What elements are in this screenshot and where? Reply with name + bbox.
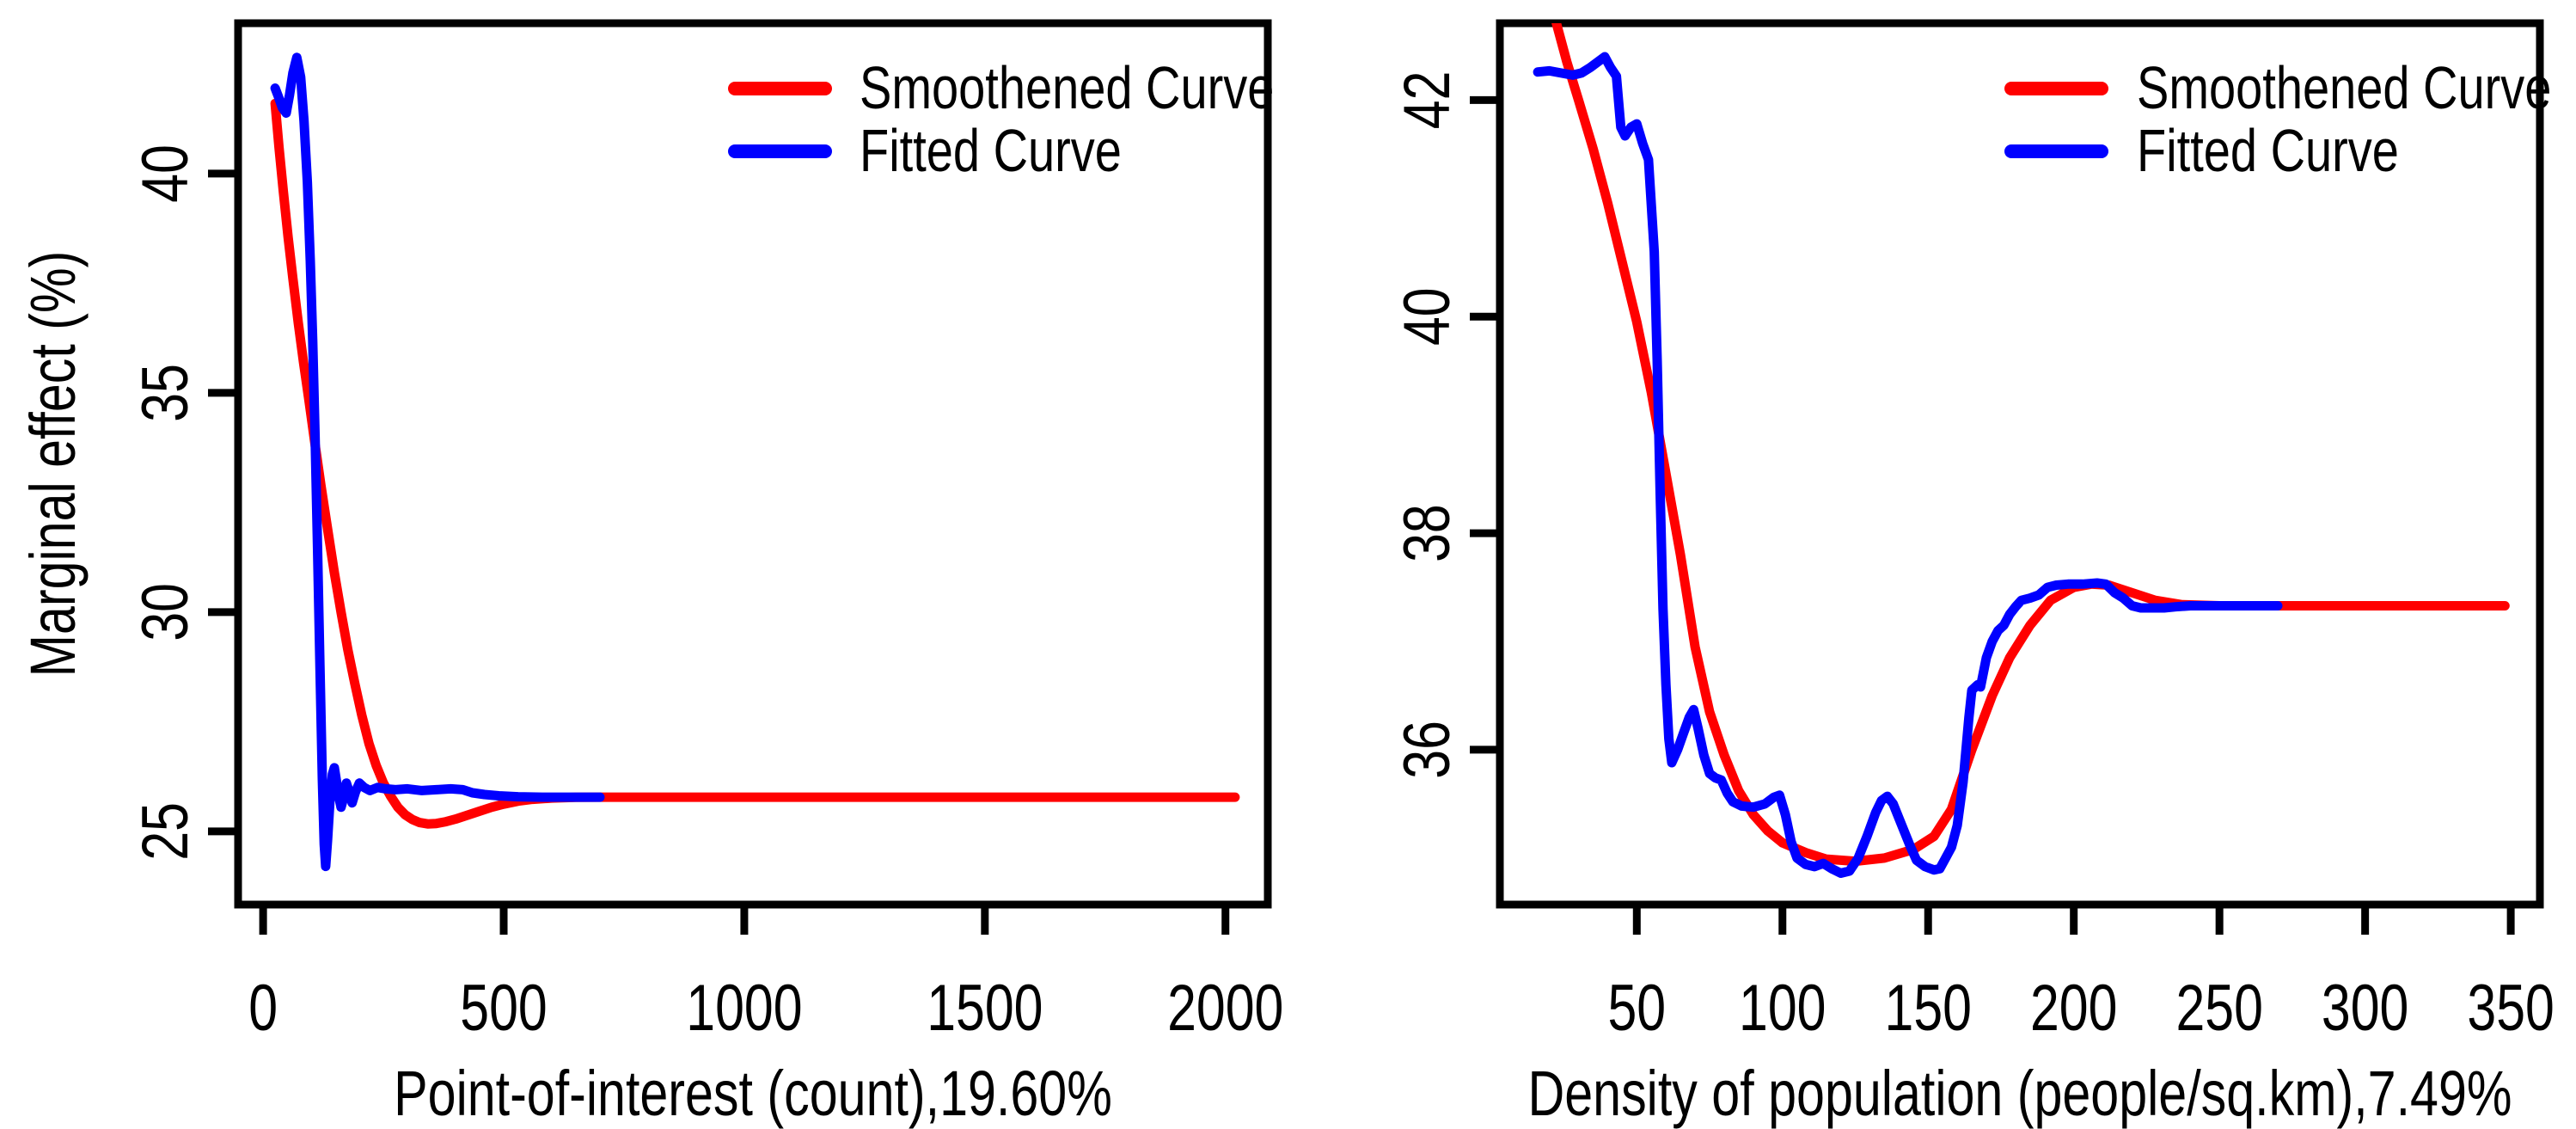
- legend-label-fitted: Fitted Curve: [2137, 118, 2399, 184]
- y-tick-label: 40: [1390, 287, 1463, 346]
- y-tick-label: 36: [1390, 721, 1463, 779]
- series-group: [1533, 23, 2510, 878]
- y-tick-label: 40: [128, 144, 201, 203]
- y-tick-label: 35: [128, 364, 201, 422]
- y-tick-label: 30: [128, 583, 201, 641]
- x-tick-label: 350: [2467, 971, 2554, 1044]
- plot-box: [1496, 19, 2544, 909]
- legend-label-smoothened: Smoothened Curve: [2137, 55, 2551, 121]
- plot-box: [234, 19, 1272, 909]
- x-axis-title: Density of population (people/sq.km),7.4…: [1527, 1058, 2512, 1129]
- x-tick-label: 1500: [927, 971, 1043, 1044]
- legend-label-smoothened: Smoothened Curve: [860, 55, 1274, 121]
- x-tick-label: 100: [1739, 971, 1826, 1044]
- x-tick-label: 1000: [686, 971, 802, 1044]
- y-tick-label: 38: [1390, 504, 1463, 562]
- series-smoothened-curve: [1551, 23, 2510, 867]
- x-tick-label: 300: [2322, 971, 2408, 1044]
- y-tick-label: 42: [1390, 71, 1463, 130]
- panel-right: 50 100 150 200 250 300 350 36 38 40 42 Density of p…: [1390, 19, 2555, 1129]
- x-tick-label: 50: [1607, 971, 1666, 1044]
- series-smoothened-curve: [270, 98, 1240, 829]
- panel-left: 0 500 1000 1500 2000 25 30 35 40 Point-of-interes…: [18, 19, 1283, 1129]
- y-axis-title: Marginal effect (%): [18, 251, 89, 678]
- series-fitted-curve: [1533, 52, 2283, 878]
- x-tick-label: 250: [2175, 971, 2262, 1044]
- x-axis-title: Point-of-interest (count),19.60%: [394, 1058, 1112, 1129]
- y-tick-label: 25: [128, 802, 201, 861]
- legend-label-fitted: Fitted Curve: [860, 118, 1122, 184]
- x-tick-label: 0: [248, 971, 278, 1044]
- x-tick-label: 200: [2030, 971, 2117, 1044]
- series-fitted-curve: [270, 52, 605, 872]
- series-group: [270, 52, 1240, 872]
- x-tick-label: 500: [460, 971, 547, 1044]
- x-tick-label: 150: [1885, 971, 1972, 1044]
- x-tick-label: 2000: [1167, 971, 1283, 1044]
